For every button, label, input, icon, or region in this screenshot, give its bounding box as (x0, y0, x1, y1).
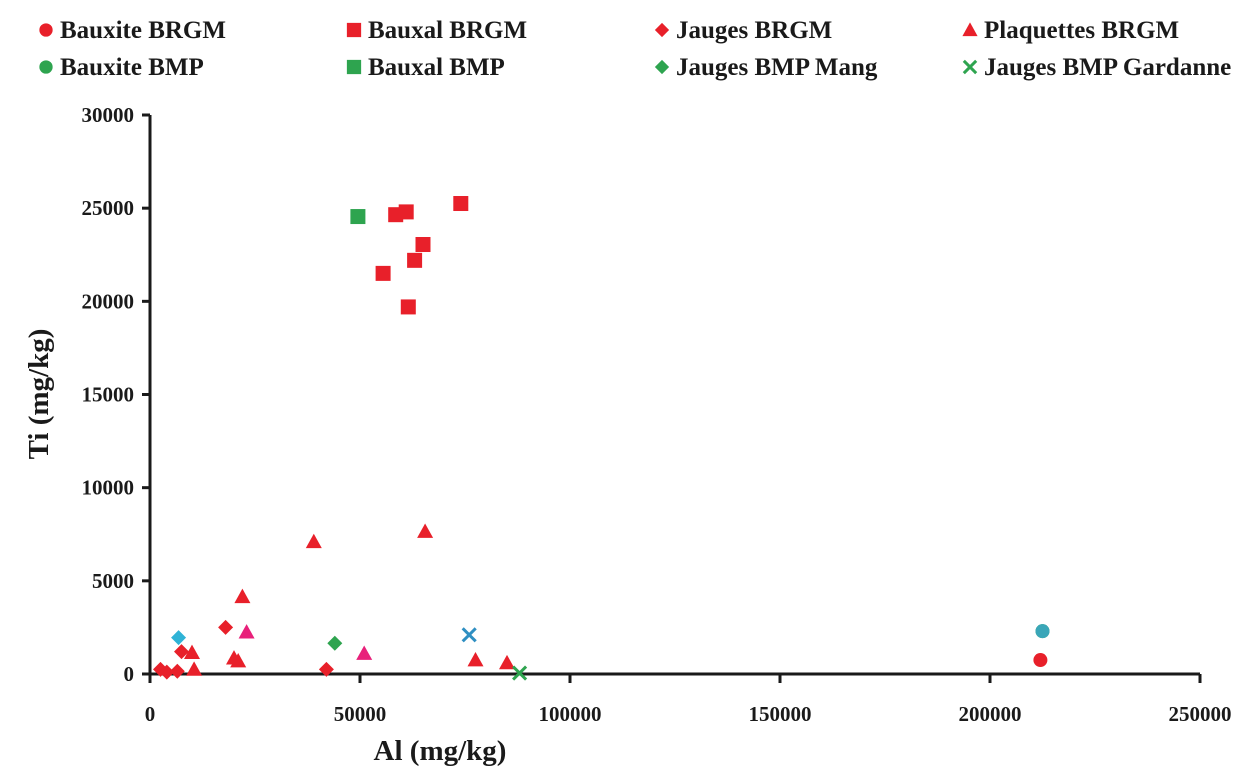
x-tick-label: 200000 (959, 702, 1022, 726)
x-ticks: 0 50000 100000 150000 200000 250000 (145, 674, 1232, 726)
axes (148, 115, 1200, 676)
x-tick-label: 250000 (1169, 702, 1232, 726)
x-tick-label: 0 (145, 702, 156, 726)
legend-marker-circle (39, 23, 53, 37)
x-tick-label: 100000 (539, 702, 602, 726)
legend-label: Bauxite BRGM (60, 17, 226, 44)
legend-item: Jauges BMP Gardanne (962, 54, 1231, 81)
point-triangle (186, 661, 203, 676)
point-x (461, 627, 477, 643)
point-diamond (174, 644, 189, 660)
data-points (153, 196, 1050, 681)
point-triangle (356, 645, 373, 660)
legend-label: Bauxal BRGM (368, 17, 527, 44)
legend-marker-diamond (654, 59, 670, 75)
point-triangle (184, 644, 200, 659)
legend-item: Bauxite BMP (39, 54, 204, 81)
point-triangle (467, 652, 484, 667)
legend-marker-circle (39, 60, 53, 74)
y-tick-label: 10000 (82, 476, 135, 500)
point-triangle (305, 533, 322, 549)
point-square (453, 196, 469, 212)
point-square (350, 209, 366, 225)
legend-item: Bauxal BMP (346, 54, 505, 81)
legend-item: Jauges BMP Mang (654, 54, 878, 81)
y-tick-label: 5000 (92, 569, 134, 593)
point-diamond (169, 663, 185, 679)
point-diamond (327, 635, 343, 651)
y-tick-label: 0 (124, 662, 135, 686)
legend-item: Plaquettes BRGM (962, 17, 1179, 44)
point-triangle (417, 523, 434, 538)
point-circle (1035, 624, 1050, 639)
point-diamond (218, 619, 234, 635)
point-square (407, 252, 423, 268)
point-triangle (234, 588, 251, 604)
legend-item: Bauxite BRGM (39, 17, 226, 44)
point-square (415, 237, 431, 253)
legend: Bauxite BRGM Bauxal BRGM Jauges BRGM Plaque… (39, 17, 1231, 81)
point-triangle (499, 654, 515, 670)
point-triangle (238, 624, 255, 639)
y-ticks: 0 5000 10000 15000 20000 25000 30000 (82, 103, 150, 686)
legend-label: Jauges BMP Mang (676, 54, 878, 81)
legend-item: Jauges BRGM (654, 17, 832, 44)
y-tick-label: 20000 (82, 289, 135, 313)
point-square (400, 299, 416, 315)
legend-label: Bauxite BMP (60, 54, 204, 81)
point-square (398, 204, 414, 220)
y-axis-title: Ti (mg/kg) (23, 329, 55, 460)
point-diamond (171, 630, 187, 646)
legend-item: Bauxal BRGM (346, 17, 527, 44)
y-tick-label: 30000 (82, 103, 135, 127)
x-axis-title: Al (mg/kg) (374, 735, 507, 767)
point-diamond (318, 661, 334, 677)
legend-label: Jauges BMP Gardanne (984, 54, 1231, 81)
legend-marker-diamond (654, 22, 670, 38)
y-tick-label: 15000 (82, 383, 135, 407)
legend-label: Bauxal BMP (368, 54, 505, 81)
x-tick-label: 50000 (334, 702, 387, 726)
point-square (375, 265, 391, 281)
point-x (512, 665, 528, 681)
legend-marker-x (962, 59, 978, 75)
x-tick-label: 150000 (749, 702, 812, 726)
legend-marker-square (346, 22, 362, 38)
legend-marker-triangle (962, 22, 978, 37)
point-diamond (159, 664, 175, 680)
point-triangle (230, 652, 247, 668)
legend-label: Plaquettes BRGM (984, 17, 1179, 44)
legend-marker-square (346, 59, 362, 75)
point-circle (1033, 653, 1048, 668)
legend-label: Jauges BRGM (676, 17, 832, 44)
y-tick-label: 25000 (82, 196, 135, 220)
